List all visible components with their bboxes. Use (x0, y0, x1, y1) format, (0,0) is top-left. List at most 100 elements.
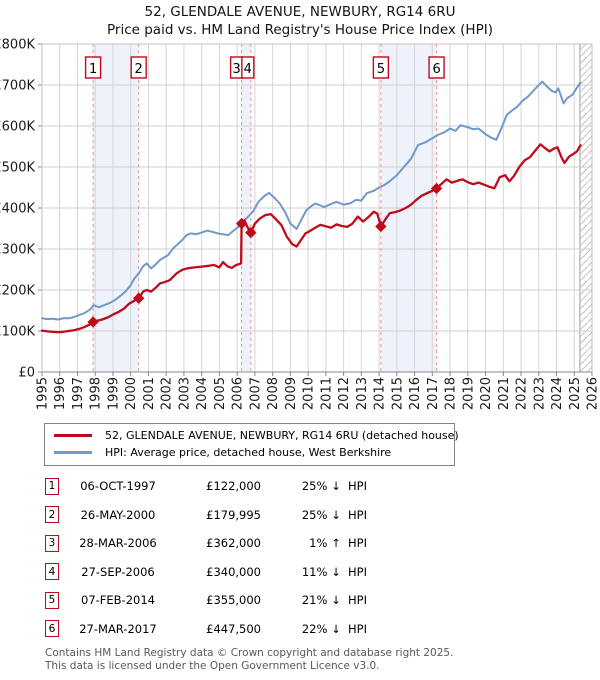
transaction-number-badge: 3 (45, 534, 59, 552)
transaction-number-badge: 2 (45, 506, 59, 523)
y-tick-label: £300K (0, 243, 35, 258)
chart-titles: 52, GLENDALE AVENUE, NEWBURY, RG14 6RU P… (0, 3, 600, 39)
hpi-line-swatch (54, 451, 92, 454)
x-tick-label: 2005 (213, 377, 228, 410)
transaction-price: £122,000 (206, 479, 261, 493)
sale-number-label: 6 (432, 62, 440, 77)
x-tick-label: 2002 (160, 377, 175, 410)
x-tick-label: 2015 (390, 377, 405, 410)
transaction-row: 2 26-MAY-2000 £179,995 25% ↓ HPI (45, 504, 385, 526)
transaction-hpi-delta: 25% ↓ HPI (301, 479, 367, 493)
y-tick-label: £200K (0, 284, 35, 299)
sale-marker (133, 292, 145, 304)
transaction-number-badge: 5 (45, 591, 59, 609)
x-tick-label: 2016 (408, 377, 423, 410)
sale-number-label: 1 (89, 62, 97, 77)
x-tick-label: 2021 (497, 377, 512, 410)
x-tick-label: 1996 (53, 377, 68, 410)
y-tick-label: £600K (0, 120, 35, 135)
x-tick-label: 2004 (195, 377, 210, 410)
transaction-hpi-delta: 22% ↓ HPI (301, 621, 367, 636)
transaction-date: 27-MAR-2017 (79, 621, 157, 636)
y-tick-label: £0 (18, 366, 35, 381)
x-tick-label: 2008 (266, 377, 281, 410)
transaction-price: £447,500 (206, 621, 261, 636)
transaction-price: £179,995 (206, 507, 261, 522)
x-tick-label: 2003 (177, 377, 192, 410)
transaction-row: 5 07-FEB-2014 £355,000 21% ↓ HPI (45, 589, 385, 611)
legend-item-property: 52, GLENDALE AVENUE, NEWBURY, RG14 6RU (… (54, 427, 459, 444)
property-line-swatch (54, 434, 92, 437)
x-tick-label: 2019 (461, 377, 476, 410)
transaction-date: 26-MAY-2000 (80, 507, 156, 522)
legend-label-property: 52, GLENDALE AVENUE, NEWBURY, RG14 6RU (… (105, 429, 459, 442)
x-tick-label: 2014 (373, 377, 388, 410)
x-tick-label: 2009 (284, 377, 299, 410)
x-tick-label: 2011 (319, 377, 334, 410)
legend-item-hpi: HPI: Average price, detached house, West… (54, 444, 454, 461)
x-tick-label: 2010 (302, 377, 317, 410)
transaction-hpi-delta: 25% ↓ HPI (301, 507, 367, 522)
sale-number-label: 4 (244, 62, 252, 77)
sale-marker (245, 226, 257, 239)
x-axis-labels: 1995 1996 1997 1998 1999 2000 2001 2002 2003 2004… (36, 377, 600, 410)
x-tick-label: 2026 (586, 377, 600, 410)
x-tick-label: 2017 (426, 377, 441, 410)
transaction-date: 07-FEB-2014 (81, 593, 155, 607)
sale-date-lines (92, 44, 438, 372)
transaction-row: 3 28-MAR-2006 £362,000 1% ↑ HPI (45, 532, 385, 554)
x-tick-label: 2000 (124, 377, 139, 410)
transaction-number-badge: 6 (45, 620, 59, 637)
transaction-hpi-delta: 21% ↓ HPI (301, 593, 367, 607)
x-tick-label: 2022 (515, 377, 530, 410)
transaction-price: £355,000 (206, 593, 261, 607)
y-tick-label: £500K (0, 161, 35, 176)
x-tick-label: 2007 (248, 377, 263, 410)
page-title: 52, GLENDALE AVENUE, NEWBURY, RG14 6RU (144, 4, 456, 20)
y-tick-label: £400K (0, 202, 35, 217)
sale-marker (430, 182, 443, 195)
x-tick-label: 1998 (89, 377, 104, 410)
transaction-row: 4 27-SEP-2006 £340,000 11% ↓ HPI (45, 561, 385, 583)
y-tick-label: £100K (0, 325, 35, 340)
transactions-table: 1 06-OCT-1997 £122,000 25% ↓ HPI 2 26-MA… (45, 475, 385, 646)
page-subtitle: Price paid vs. HM Land Registry's House … (107, 22, 493, 38)
y-tick-label: £800K (0, 38, 35, 53)
x-tick-label: 2013 (355, 377, 370, 410)
transaction-number-badge: 1 (45, 477, 59, 495)
copyright-footer: Contains HM Land Registry data © Crown c… (45, 647, 453, 672)
sale-number-label: 2 (135, 62, 143, 77)
x-tick-label: 1999 (106, 377, 121, 410)
transaction-row: 6 27-MAR-2017 £447,500 22% ↓ HPI (45, 618, 385, 640)
x-tick-label: 2001 (142, 377, 157, 410)
x-tick-label: 2018 (444, 377, 459, 410)
x-tick-label: 2020 (479, 377, 494, 410)
transaction-price: £362,000 (206, 536, 261, 550)
x-tick-label: 1997 (71, 377, 86, 410)
transaction-date: 06-OCT-1997 (80, 479, 156, 493)
transaction-row: 1 06-OCT-1997 £122,000 25% ↓ HPI (45, 475, 385, 497)
transaction-number-badge: 4 (45, 563, 59, 580)
transaction-date: 27-SEP-2006 (81, 564, 155, 579)
y-axis-labels: £0 £100K £200K £300K £400K £500K £600K £700K £80… (0, 38, 35, 381)
y-tick-label: £700K (0, 79, 35, 94)
x-tick-label: 2025 (568, 377, 583, 410)
x-tick-label: 2006 (231, 377, 246, 410)
transaction-price: £340,000 (206, 564, 261, 579)
x-tick-label: 1995 (36, 377, 51, 410)
x-tick-label: 2023 (532, 377, 547, 410)
chart-legend: 52, GLENDALE AVENUE, NEWBURY, RG14 6RU (… (44, 423, 459, 466)
hpi-line (41, 80, 582, 321)
transaction-hpi-delta: 11% ↓ HPI (301, 564, 367, 579)
transaction-hpi-delta: 1% ↑ HPI (309, 536, 367, 550)
sale-marker (375, 220, 387, 233)
sale-marker (235, 217, 248, 230)
x-tick-label: 2024 (550, 377, 565, 410)
legend-label-hpi: HPI: Average price, detached house, West… (105, 446, 392, 459)
sale-number-label: 5 (377, 62, 385, 77)
sale-number-label: 3 (232, 62, 240, 77)
transaction-date: 28-MAR-2006 (79, 536, 157, 550)
copyright-line-2: This data is licensed under the Open Gov… (45, 659, 380, 672)
